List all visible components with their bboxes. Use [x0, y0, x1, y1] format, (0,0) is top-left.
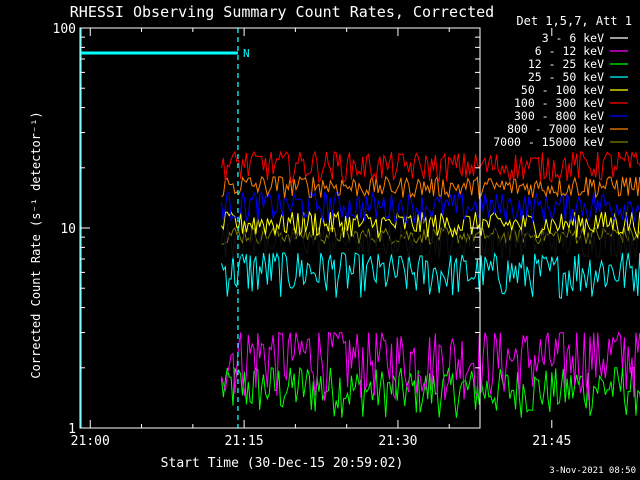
chart-title: RHESSI Observing Summary Count Rates, Co…: [70, 3, 494, 21]
legend-entry-label: 100 - 300 keV: [514, 96, 604, 110]
data-series-layer: [221, 150, 640, 418]
x-tick-label: 21:15: [225, 434, 264, 449]
x-axis-label: Start Time (30-Dec-15 20:59:02): [161, 456, 404, 471]
legend-entry-label: 6 - 12 keV: [535, 44, 604, 58]
legend-entry-label: 50 - 100 keV: [521, 83, 604, 97]
legend-entry-label: 7000 - 15000 keV: [493, 135, 604, 149]
legend-header: Det 1,5,7, Att 1: [516, 14, 632, 28]
legend-entry-label: 25 - 50 keV: [528, 70, 604, 84]
series-line-7000-15000-kev: [221, 226, 640, 245]
axis-layer: 21:0021:1521:3021:4522:0022:1522:3010010…: [53, 22, 572, 449]
series-line-100-300-kev: [221, 150, 640, 184]
x-tick-label: 21:00: [71, 434, 110, 449]
y-tick-label: 100: [53, 22, 76, 37]
date-stamp: 3-Nov-2021 08:50: [549, 466, 636, 476]
series-line-50-100-kev: [221, 210, 640, 240]
flag-label-n: N: [243, 47, 250, 60]
y-axis-label: Corrected Count Rate (s⁻¹ detector⁻¹): [29, 111, 43, 378]
series-line-6-12-kev: [221, 331, 640, 401]
legend-entry-label: 300 - 800 keV: [514, 109, 604, 123]
legend-entry-label: 12 - 25 keV: [528, 57, 604, 71]
legend-entry-label: 800 - 7000 keV: [507, 122, 604, 136]
series-line-3-6-kev: [221, 222, 640, 259]
y-tick-label: 10: [60, 222, 76, 237]
x-tick-label: 21:30: [378, 434, 417, 449]
series-line-25-50-kev: [221, 252, 640, 299]
legend-entry-label: 3 - 6 keV: [542, 31, 604, 45]
series-line-800-7000-kev: [221, 175, 640, 200]
x-tick-label: 21:45: [532, 434, 571, 449]
y-tick-label: 1: [68, 422, 76, 437]
series-line-300-800-kev: [221, 191, 640, 225]
series-line-12-25-kev: [221, 366, 640, 418]
